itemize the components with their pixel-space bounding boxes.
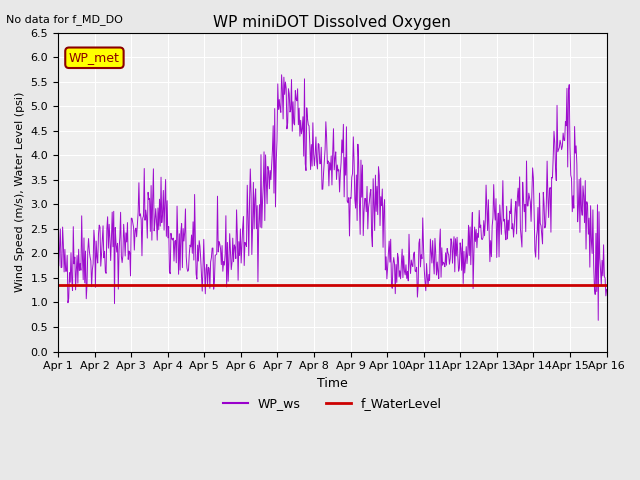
Text: WP_met: WP_met [69, 51, 120, 64]
Legend: WP_ws, f_WaterLevel: WP_ws, f_WaterLevel [218, 393, 447, 416]
Title: WP miniDOT Dissolved Oxygen: WP miniDOT Dissolved Oxygen [213, 15, 451, 30]
Text: No data for f_MD_DO: No data for f_MD_DO [6, 14, 124, 25]
Y-axis label: Wind Speed (m/s), Water Level (psi): Wind Speed (m/s), Water Level (psi) [15, 92, 25, 292]
X-axis label: Time: Time [317, 377, 348, 390]
